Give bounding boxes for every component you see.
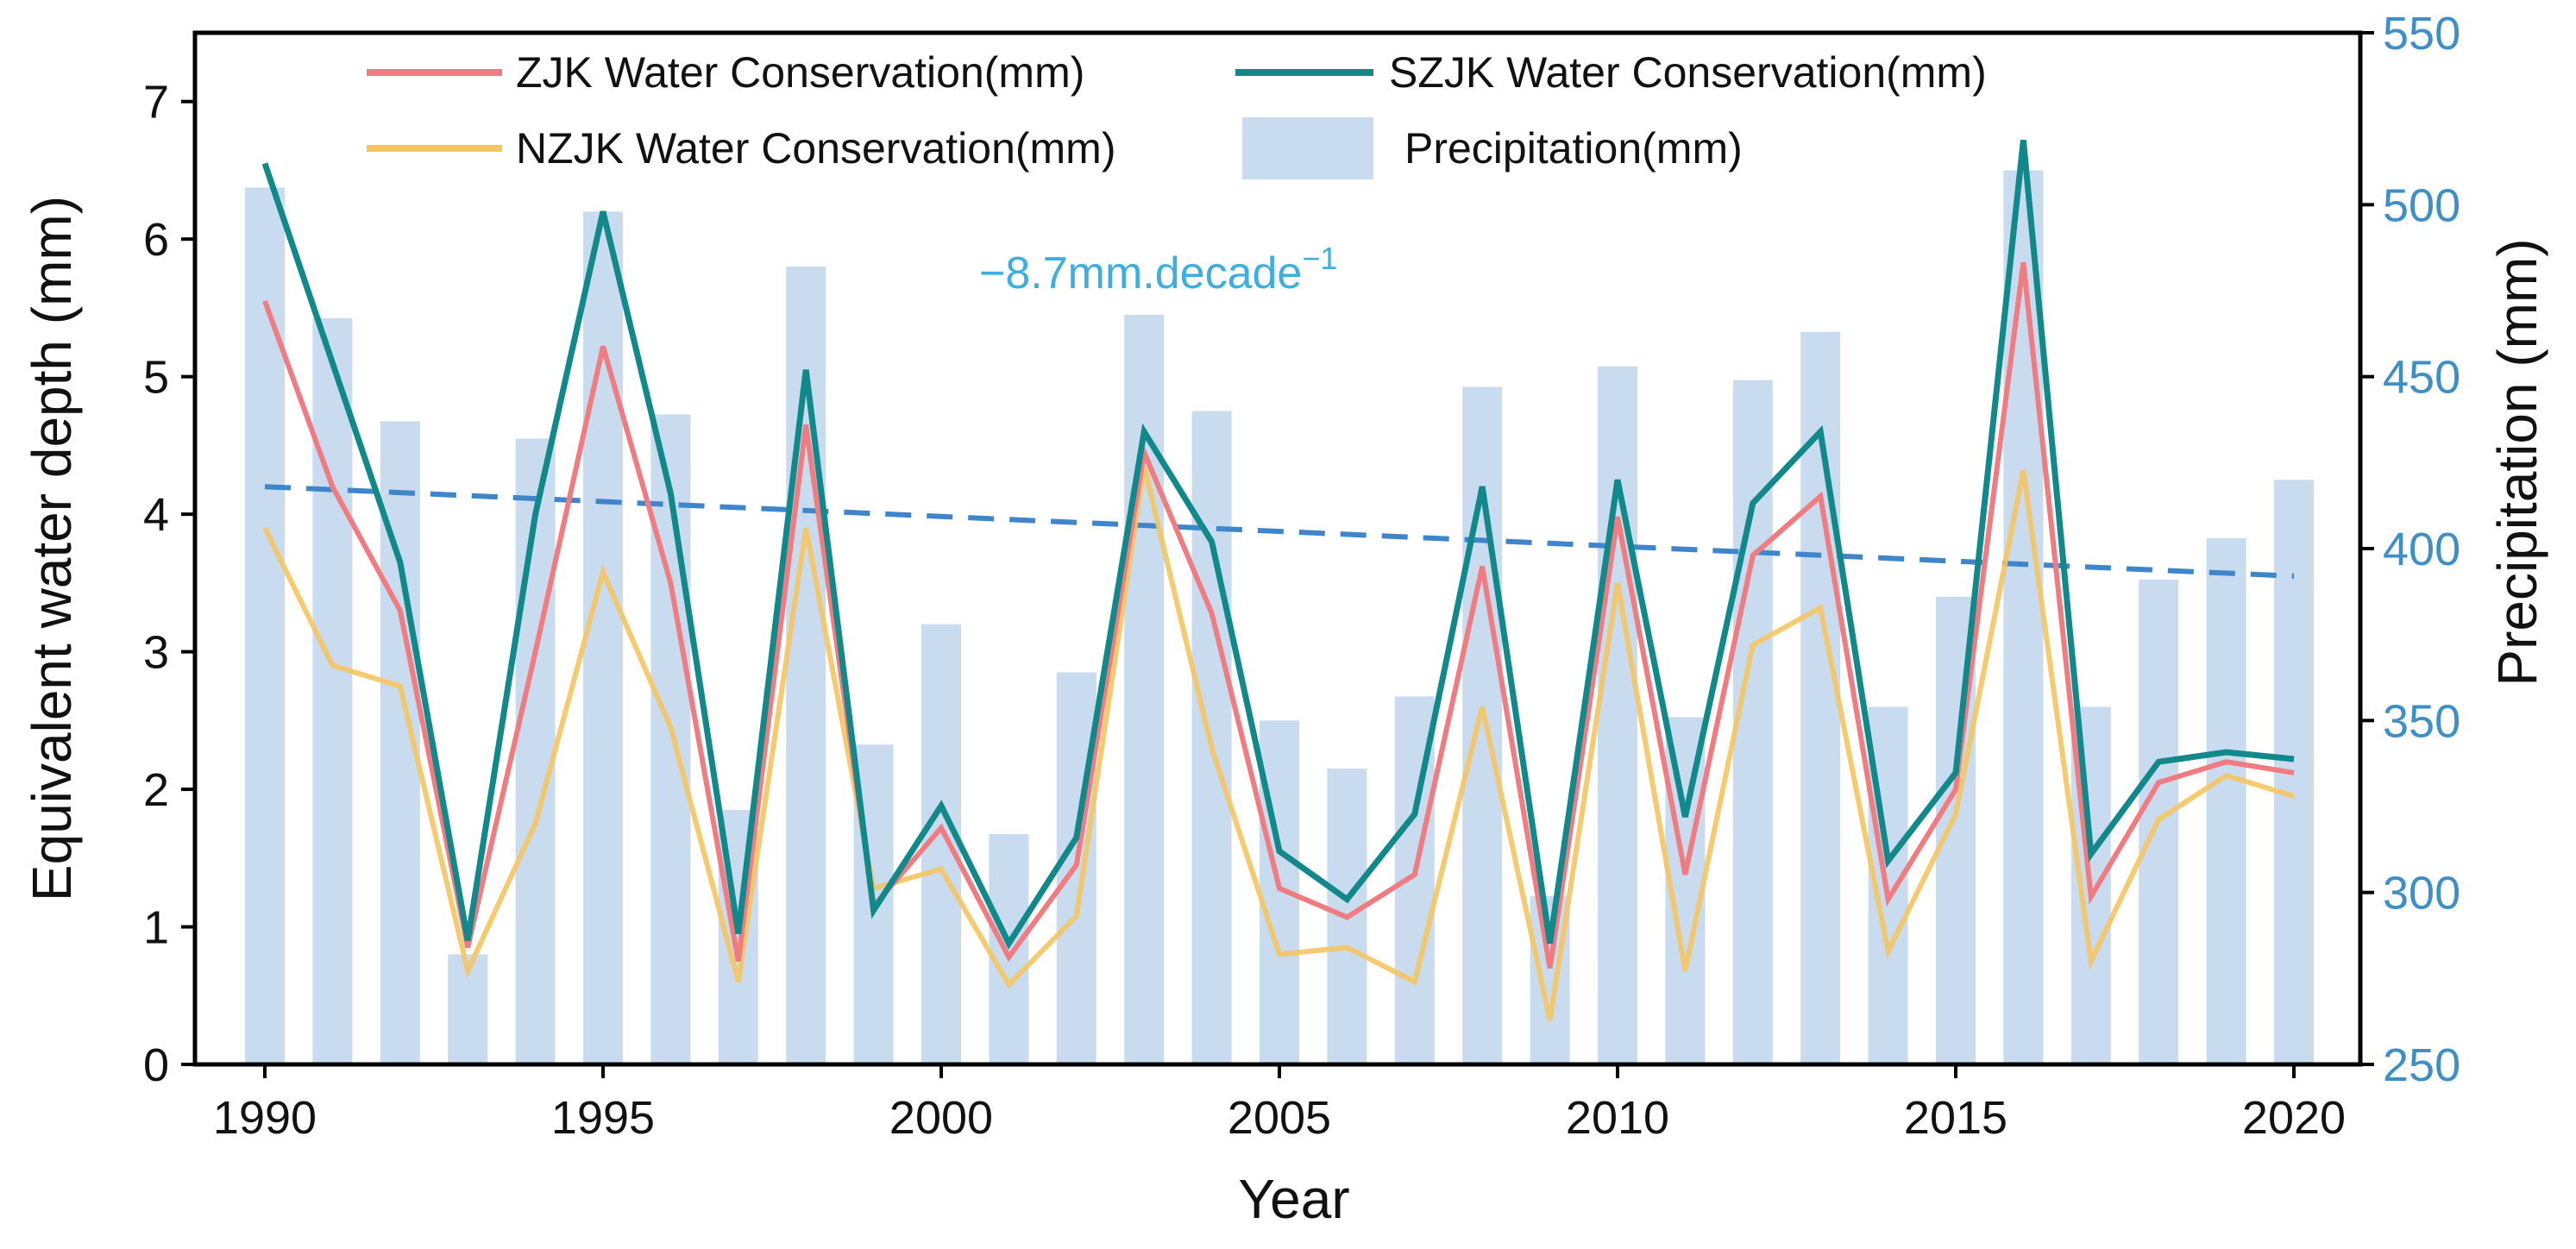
series-lines [261,140,2295,1021]
right-tick-label: 400 [2383,524,2460,575]
legend-label-precipitation: Precipitation(mm) [1404,124,1743,173]
precip-bar-1990 [245,187,285,1064]
precip-bar-1994 [515,438,556,1064]
precip-bar-1996 [650,414,691,1064]
series-line-nzjk [262,465,2295,1021]
series-line-zjk [262,261,2295,969]
left-tick-label: 2 [143,764,169,816]
series-line-szjk [261,140,2295,950]
x-tick-label: 2015 [1904,1092,2007,1144]
right-tick-label: 250 [2383,1039,2460,1091]
right-tick-label: 450 [2383,352,2460,404]
precip-bar-2001 [989,833,1029,1064]
x-tick-label: 1990 [213,1092,317,1144]
x-tick-label: 1995 [551,1092,655,1144]
left-tick-label: 5 [143,352,169,404]
precip-bar-1991 [312,317,353,1064]
right-tick-label: 550 [2383,8,2460,60]
left-axis-title: Equivalent water depth (mm) [21,196,83,901]
x-axis-title: Year [1238,1168,1349,1230]
precip-bar-2010 [1598,366,1637,1064]
left-tick-label: 7 [143,77,169,129]
left-tick-label: 0 [143,1039,169,1091]
legend-swatch-precipitation [1242,117,1373,179]
right-axis-title: Precipitation (mm) [2486,238,2548,686]
precip-bar-1995 [583,211,623,1065]
right-tick-label: 300 [2383,868,2460,919]
right-tick-label: 350 [2383,695,2460,747]
x-tick-label: 2010 [1566,1092,1669,1144]
left-tick-label: 6 [143,214,169,266]
precip-trend-line [264,484,2295,579]
x-tick-label: 2020 [2242,1092,2346,1144]
legend-label-zjk: ZJK Water Conservation(mm) [516,48,1084,97]
trend-annotation-exponent: −1 [1302,241,1337,276]
precip-bar-2012 [1732,380,1773,1064]
trend-annotation: −8.7mm.decade−1 [979,241,1337,298]
precip-bar-2019 [2206,538,2246,1064]
precip-bar-2013 [1800,331,1841,1064]
precip-bar-2016 [2003,170,2044,1064]
left-tick-label: 4 [143,489,169,541]
trend-line-layer [264,484,2295,579]
precipitation-bars [245,170,2314,1065]
legend: ZJK Water Conservation(mm) SZJK Water Co… [367,48,1987,179]
legend-label-szjk: SZJK Water Conservation(mm) [1389,48,1987,97]
x-tick-label: 2000 [889,1092,993,1144]
x-tick-label: 2005 [1228,1092,1331,1144]
x-axis: 1990 1995 2000 2005 2010 2015 2020 [213,1064,2346,1144]
left-tick-label: 3 [143,627,169,679]
legend-label-nzjk: NZJK Water Conservation(mm) [516,124,1115,173]
left-axis: 0 1 2 3 4 5 6 7 [143,77,195,1091]
trend-annotation-value: −8.7mm.decade [979,248,1302,298]
right-axis: 250 300 350 400 450 500 550 [2360,8,2460,1091]
left-tick-label: 1 [143,902,169,954]
right-tick-label: 500 [2383,179,2460,231]
precip-bar-1998 [786,267,826,1065]
